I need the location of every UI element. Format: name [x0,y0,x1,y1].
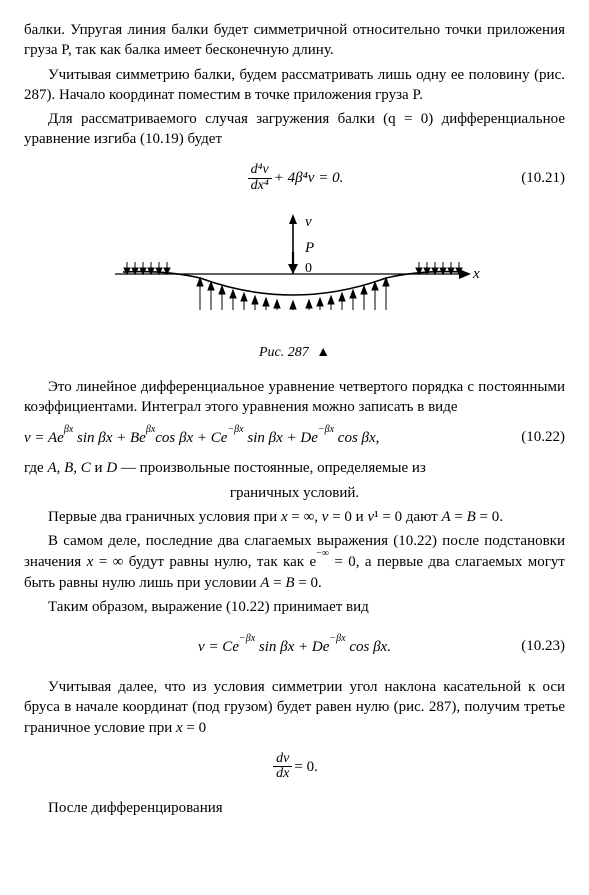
equation-10-22: v = Aeβx sin βx + Beβxcos βx + Ce−βx sin… [24,427,565,448]
beam-diagram-svg: v P 0 x [105,212,485,332]
equation-body: v = Aeβx sin βx + Beβxcos βx + Ce−βx sin… [24,430,379,446]
fig-label-v: v [305,214,312,230]
equation-10-21: d⁴v dx⁴ + 4β⁴v = 0. (10.21) [24,160,565,198]
frac-denominator: dx⁴ [248,178,272,194]
equation-number: (10.23) [521,636,565,656]
fig-label-p: P [304,240,314,256]
paragraph-7: В самом деле, последние два слагаемых вы… [24,531,565,593]
triangle-marker: ▲ [316,345,330,360]
equation-10-23: v = Ce−βx sin βx + De−βx cos βx. (10.23) [24,627,565,665]
fig-label-x: x [472,266,480,282]
foundation-arrows [197,278,389,310]
equation-rest: + 4β⁴v = 0. [274,168,344,188]
figure-caption: Рис. 287 ▲ [24,344,565,363]
paragraph-3: Для рассматриваемого случая загружения б… [24,109,565,150]
paragraph-2: Учитывая симметрию балки, будем рассматр… [24,65,565,106]
text-span: и [91,460,107,476]
text-span: D [106,460,117,476]
equation-number: (10.21) [521,168,565,188]
paragraph-1: балки. Упругая линия балки будет симметр… [24,20,565,61]
paragraph-5: где A, B, C и D — произвольные постоянны… [24,458,565,478]
equation-dv-dx: dv dx = 0. [24,748,565,786]
paragraph-4: Это линейное дифференциальное уравнение … [24,377,565,418]
fraction-dv-dx: dv dx [273,752,292,782]
fraction-d4v-dx4: d⁴v dx⁴ [248,163,272,193]
equation-rest: = 0. [294,757,317,777]
equation-number: (10.22) [521,427,565,447]
equation-body: v = Ce−βx sin βx + De−βx cos βx. [198,636,391,657]
figure-287: v P 0 x [24,212,565,338]
paragraph-8: Таким образом, выражение (10.22) принима… [24,597,565,617]
paragraph-6: Первые два граничных условия при x = ∞, … [24,507,565,527]
frac-numerator: d⁴v [248,163,272,178]
paragraph-5-line2: граничных условий. [24,483,565,503]
paragraph-10: После дифференцирования [24,798,565,818]
text-span: — произвольные постоянные, определяемые … [117,460,426,476]
text-span: где [24,460,47,476]
paragraph-9: Учитывая далее, что из условия симметрии… [24,677,565,738]
frac-denominator: dx [273,766,292,782]
frac-numerator: dv [273,752,292,767]
figure-caption-text: Рис. 287 [259,345,309,360]
text-span: A, B, C [47,460,90,476]
